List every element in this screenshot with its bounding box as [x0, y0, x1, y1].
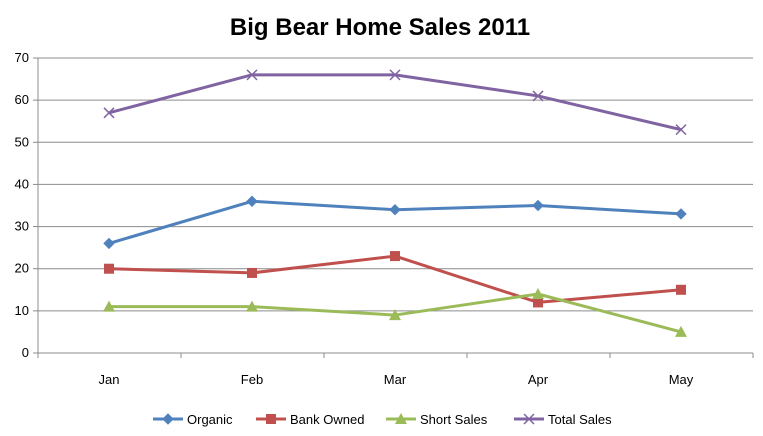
- y-tick-label: 40: [15, 176, 29, 191]
- legend-marker: [266, 414, 276, 424]
- series-organic: [103, 195, 687, 250]
- y-tick-label: 60: [15, 92, 29, 107]
- legend-marker: [523, 413, 535, 425]
- plot-area: [103, 69, 687, 337]
- data-point: [247, 267, 257, 278]
- data-point: [532, 90, 544, 102]
- y-tick-label: 20: [15, 261, 29, 276]
- data-point: [389, 309, 401, 321]
- legend-marker: [395, 413, 407, 424]
- x-tick-label: Jan: [99, 372, 120, 387]
- data-point: [675, 208, 687, 220]
- axes: 0 10 20 30 40 50 60 70 Jan Feb Mar Apr May: [15, 50, 754, 387]
- data-point: [390, 251, 400, 262]
- legend-item: Short Sales: [386, 412, 488, 427]
- series-line: [108, 73, 682, 132]
- y-tick-label: 50: [15, 134, 29, 149]
- y-tick-label: 30: [15, 219, 29, 234]
- x-tick-label: Mar: [384, 372, 407, 387]
- gridlines: [38, 57, 753, 312]
- legend-label: Total Sales: [548, 412, 612, 427]
- data-point: [246, 300, 258, 312]
- y-tick-label: 10: [15, 303, 29, 318]
- series-total-sales: [103, 69, 687, 136]
- legend-label: Organic: [187, 412, 233, 427]
- data-point: [246, 195, 258, 207]
- x-tick-label: Feb: [241, 372, 263, 387]
- y-tick-label: 0: [22, 345, 29, 360]
- data-point: [246, 69, 258, 81]
- data-point: [103, 107, 115, 119]
- data-point: [103, 237, 115, 250]
- data-point: [675, 325, 687, 337]
- chart-title: Big Bear Home Sales 2011: [230, 14, 530, 41]
- legend-label: Short Sales: [420, 412, 488, 427]
- data-point: [676, 284, 686, 295]
- legend-item: Organic: [153, 412, 233, 427]
- series-bank-owned: [104, 251, 686, 308]
- data-point: [389, 204, 401, 216]
- legend-item: Bank Owned: [256, 412, 364, 427]
- legend-item: Total Sales: [514, 412, 612, 427]
- data-point: [389, 69, 401, 81]
- series-short-sales: [103, 288, 687, 337]
- data-point: [533, 297, 543, 308]
- legend-label: Bank Owned: [290, 412, 364, 427]
- data-point: [103, 300, 115, 312]
- x-tick-label: Apr: [528, 372, 549, 387]
- series-line: [108, 254, 682, 304]
- data-point: [532, 199, 544, 212]
- x-tick-label: May: [669, 372, 694, 387]
- data-point: [675, 124, 687, 136]
- legend: Organic Bank Owned Short Sales Total Sales: [153, 412, 612, 427]
- legend-marker: [162, 413, 174, 425]
- data-point: [104, 263, 114, 274]
- data-point: [532, 288, 544, 299]
- y-tick-label: 70: [15, 50, 29, 65]
